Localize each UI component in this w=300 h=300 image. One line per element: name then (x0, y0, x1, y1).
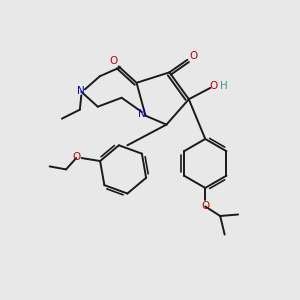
Text: N: N (77, 86, 85, 96)
Text: O: O (201, 201, 209, 211)
Text: N: N (138, 109, 146, 119)
Text: H: H (220, 81, 228, 92)
Text: O: O (109, 56, 117, 66)
Text: O: O (210, 81, 218, 92)
Text: O: O (72, 152, 80, 163)
Text: O: O (190, 51, 198, 61)
